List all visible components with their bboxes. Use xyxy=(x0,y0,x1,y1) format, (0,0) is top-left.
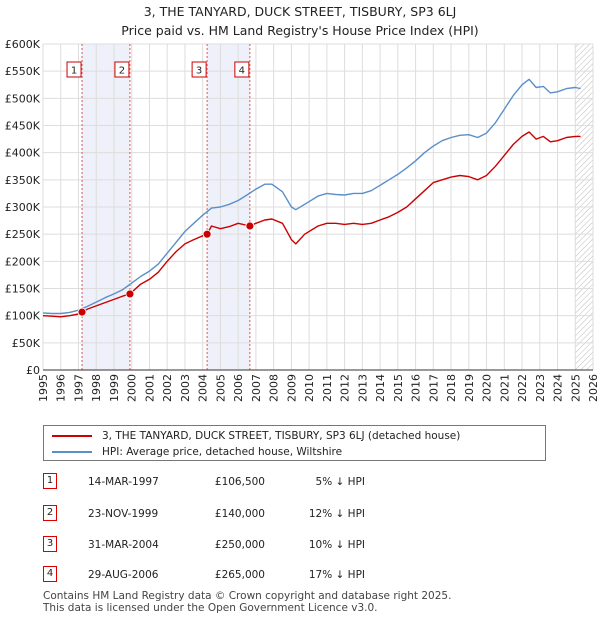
y-tick-label: £500K xyxy=(5,92,41,105)
footer-line-2: This data is licensed under the Open Gov… xyxy=(43,602,378,614)
sale-date: 31-MAR-2004 xyxy=(88,539,159,551)
legend-label-hpi: HPI: Average price, detached house, Wilt… xyxy=(102,446,343,458)
x-tick-label: 2015 xyxy=(392,374,405,402)
x-tick-label: 2007 xyxy=(250,374,263,402)
title-line-1: 3, THE TANYARD, DUCK STREET, TISBURY, SP… xyxy=(143,4,457,19)
y-tick-label: £300K xyxy=(5,201,41,214)
footer-attribution: Contains HM Land Registry data © Crown c… xyxy=(43,590,451,614)
sale-point xyxy=(202,229,212,239)
sale-price: £106,500 xyxy=(214,476,265,488)
price-chart: 1 2 3 4 £0 £50K £100K £150K £200K £250K £300K £350K… xyxy=(5,38,600,402)
sale-hpi-diff: 17% ↓ HPI xyxy=(308,569,365,581)
x-tick-label: 2005 xyxy=(214,374,227,402)
y-tick-label: £0 xyxy=(26,364,40,377)
footer-line-1: Contains HM Land Registry data © Crown c… xyxy=(43,590,452,602)
x-tick-label: 2001 xyxy=(143,374,156,402)
x-tick-label: 2010 xyxy=(303,374,316,402)
legend-item-property: 3, THE TANYARD, DUCK STREET, TISBURY, SP… xyxy=(52,428,460,444)
x-tick-label: 2021 xyxy=(498,374,511,402)
x-tick-label: 1999 xyxy=(108,374,121,402)
sale-number-badge: 4 xyxy=(43,566,57,582)
x-tick-label: 2004 xyxy=(197,374,210,402)
sale-price: £140,000 xyxy=(214,508,265,520)
chart-legend: 3, THE TANYARD, DUCK STREET, TISBURY, SP… xyxy=(43,425,546,461)
legend-swatch-property xyxy=(52,435,92,437)
chart-title: 3, THE TANYARD, DUCK STREET, TISBURY, SP… xyxy=(0,2,600,40)
x-tick-label: 2018 xyxy=(445,374,458,402)
sale-number-badge: 2 xyxy=(43,505,57,521)
sale-hpi-diff: 10% ↓ HPI xyxy=(308,539,365,551)
sale-label-number: 1 xyxy=(71,66,77,77)
sale-label-number: 4 xyxy=(239,66,245,77)
sale-row: 2 23-NOV-1999 £140,000 12% ↓ HPI xyxy=(43,505,563,523)
sale-number-badge: 1 xyxy=(43,473,57,489)
sale-point xyxy=(77,307,87,317)
x-tick-label: 2013 xyxy=(356,374,369,402)
sale-point xyxy=(245,221,255,231)
sale-row: 3 31-MAR-2004 £250,000 10% ↓ HPI xyxy=(43,536,563,554)
x-tick-label: 2023 xyxy=(534,374,547,402)
sale-hpi-diff: 5% ↓ HPI xyxy=(315,476,365,488)
y-tick-label: £100K xyxy=(5,310,41,323)
y-tick-label: £250K xyxy=(5,228,41,241)
x-tick-label: 2002 xyxy=(161,374,174,402)
sale-label-box xyxy=(66,61,82,78)
sale-price: £250,000 xyxy=(214,539,265,551)
x-tick-label: 2006 xyxy=(232,374,245,402)
x-tick-label: 2014 xyxy=(374,374,387,402)
sale-label-box xyxy=(234,61,250,78)
sale-row: 1 14-MAR-1997 £106,500 5% ↓ HPI xyxy=(43,473,563,491)
sale-hpi-diff: 12% ↓ HPI xyxy=(308,508,365,520)
y-tick-label: £550K xyxy=(5,65,41,78)
x-tick-label: 2020 xyxy=(481,374,494,402)
y-tick-label: £450K xyxy=(5,120,41,133)
x-tick-label: 1998 xyxy=(90,374,103,402)
legend-swatch-hpi xyxy=(52,451,92,453)
x-tick-label: 2008 xyxy=(268,374,281,402)
y-tick-label: £50K xyxy=(12,337,41,350)
x-tick-label: 2012 xyxy=(339,374,352,402)
x-tick-label: 2000 xyxy=(126,374,139,402)
y-tick-label: £400K xyxy=(5,147,41,160)
sale-date: 23-NOV-1999 xyxy=(88,508,159,520)
title-line-2: Price paid vs. HM Land Registry's House … xyxy=(121,23,479,38)
sale-label-number: 2 xyxy=(119,66,125,77)
x-tick-label: 2017 xyxy=(427,374,440,402)
x-tick-label: 2019 xyxy=(463,374,476,402)
y-tick-label: £350K xyxy=(5,174,41,187)
y-tick-label: £600K xyxy=(5,38,41,51)
series-line-hpi xyxy=(42,78,581,315)
x-tick-label: 2024 xyxy=(552,374,565,402)
x-tick-label: 1996 xyxy=(55,374,68,402)
sale-label-box xyxy=(114,61,130,78)
sale-label-number: 3 xyxy=(196,66,202,77)
x-tick-label: 2025 xyxy=(569,374,582,402)
x-tick-label: 2011 xyxy=(321,374,334,402)
x-tick-label: 2016 xyxy=(410,374,423,402)
x-tick-label: 1995 xyxy=(37,374,50,402)
sale-label-box xyxy=(191,61,207,78)
x-tick-label: 1997 xyxy=(72,374,85,402)
x-tick-label: 2026 xyxy=(587,374,600,402)
y-tick-label: £200K xyxy=(5,255,41,268)
x-tick-label: 2003 xyxy=(179,374,192,402)
legend-item-hpi: HPI: Average price, detached house, Wilt… xyxy=(52,444,342,460)
sale-row: 4 29-AUG-2006 £265,000 17% ↓ HPI xyxy=(43,566,563,584)
sale-date: 29-AUG-2006 xyxy=(88,569,159,581)
sale-date: 14-MAR-1997 xyxy=(88,476,159,488)
x-tick-label: 2022 xyxy=(516,374,529,402)
sale-point xyxy=(125,289,135,299)
sale-number-badge: 3 xyxy=(43,536,57,552)
y-tick-label: £150K xyxy=(5,283,41,296)
legend-label-property: 3, THE TANYARD, DUCK STREET, TISBURY, SP… xyxy=(102,430,461,442)
sale-price: £265,000 xyxy=(214,569,265,581)
x-tick-label: 2009 xyxy=(285,374,298,402)
